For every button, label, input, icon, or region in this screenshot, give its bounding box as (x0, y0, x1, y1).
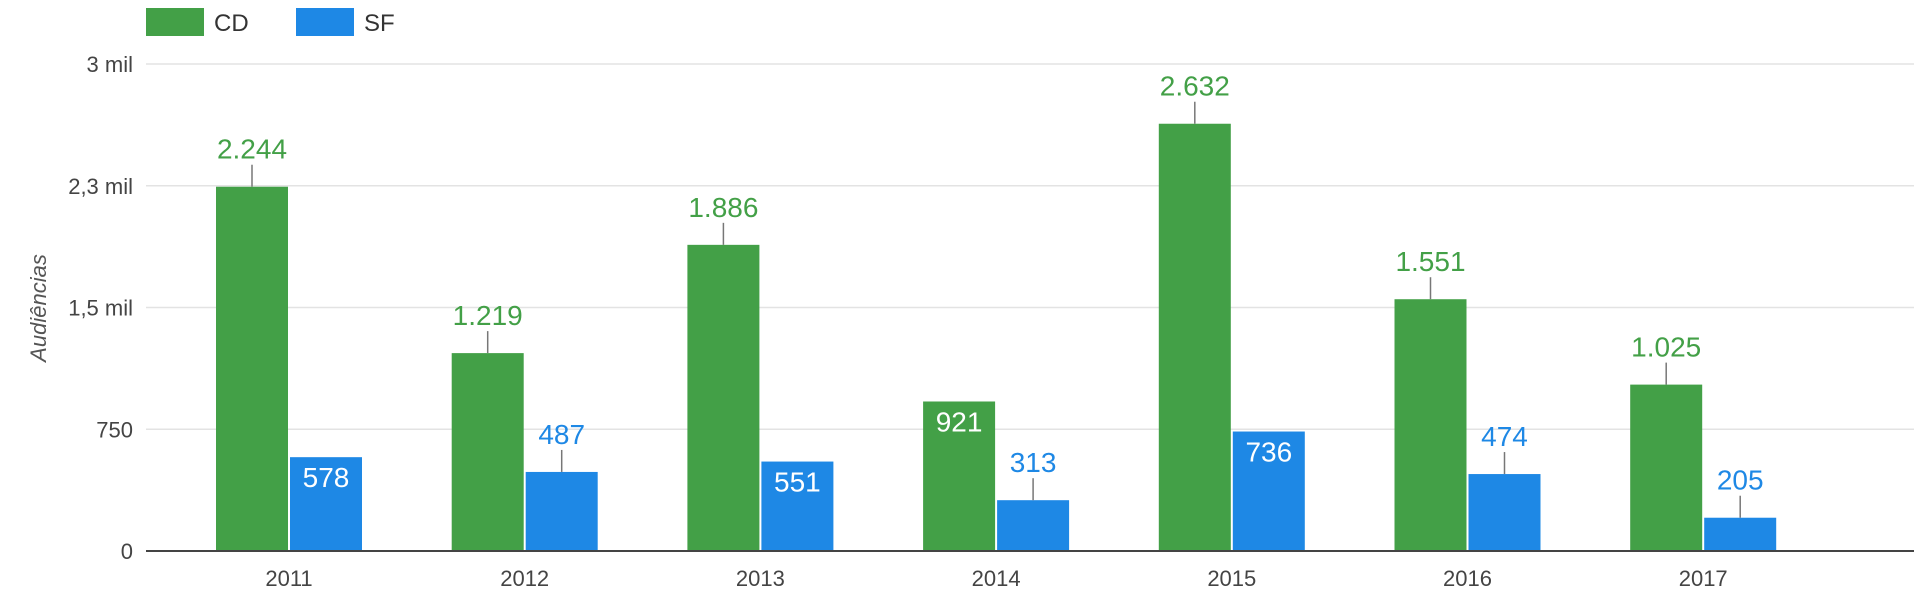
bar-cd-2017[interactable] (1630, 384, 1703, 551)
data-label: 1.551 (1395, 246, 1465, 277)
data-label: 474 (1481, 421, 1528, 452)
data-label: 2.632 (1160, 71, 1230, 102)
data-label: 487 (538, 419, 585, 450)
bar-sf-2012[interactable] (525, 471, 598, 551)
y-tick-label: 1,5 mil (68, 296, 133, 321)
data-label: 736 (1245, 437, 1292, 468)
x-tick-label: 2013 (736, 566, 785, 591)
x-tick-label: 2016 (1443, 566, 1492, 591)
bar-sf-2011[interactable] (290, 457, 362, 551)
bar-cd-2011[interactable] (216, 186, 288, 551)
bar-sf-2015[interactable] (1232, 431, 1305, 551)
x-tick-label: 2014 (972, 566, 1021, 591)
bars (216, 123, 1777, 551)
data-label: 578 (303, 462, 350, 493)
bar-cd-2016[interactable] (1394, 299, 1467, 551)
data-label: 1.025 (1631, 332, 1701, 363)
x-tick-label: 2017 (1679, 566, 1728, 591)
x-tick-label: 2011 (265, 566, 312, 591)
data-labels: 2.244 578 1.219 487 1.886 551 921 313 2.632 736 1.… (217, 71, 1764, 518)
y-tick-label: 3 mil (87, 52, 133, 77)
axes: 0 750 1,5 mil 2,3 mil 3 mil 2011 2012 2013 2014 2… (68, 52, 1914, 591)
bar-sf-2017[interactable] (1704, 517, 1777, 551)
bar-sf-2016[interactable] (1468, 474, 1541, 551)
data-label: 1.886 (688, 192, 758, 223)
bar-cd-2015[interactable] (1158, 123, 1231, 551)
bar-sf-2013[interactable] (761, 461, 834, 551)
bar-cd-2012[interactable] (451, 353, 524, 551)
x-tick-label: 2015 (1207, 566, 1256, 591)
bar-cd-2014[interactable] (923, 401, 996, 551)
x-tick-label: 2012 (500, 566, 549, 591)
legend-swatch-sf (296, 8, 354, 36)
legend: CD SF (146, 8, 395, 37)
data-label: 313 (1010, 447, 1057, 478)
data-label: 2.244 (217, 134, 287, 165)
y-tick-label: 2,3 mil (68, 174, 133, 199)
legend-label-cd: CD (214, 10, 249, 37)
gridlines (146, 63, 1914, 430)
bar-sf-2014[interactable] (997, 500, 1070, 551)
bar-cd-2013[interactable] (687, 244, 760, 551)
legend-swatch-cd (146, 8, 204, 36)
data-label: 551 (774, 467, 821, 498)
y-axis-title: Audiências (26, 254, 51, 364)
legend-label-sf: SF (364, 10, 395, 37)
data-label: 921 (936, 406, 983, 437)
y-tick-label: 750 (96, 417, 133, 442)
data-label: 1.219 (453, 300, 523, 331)
y-tick-label: 0 (121, 539, 133, 564)
data-label: 205 (1717, 465, 1764, 496)
